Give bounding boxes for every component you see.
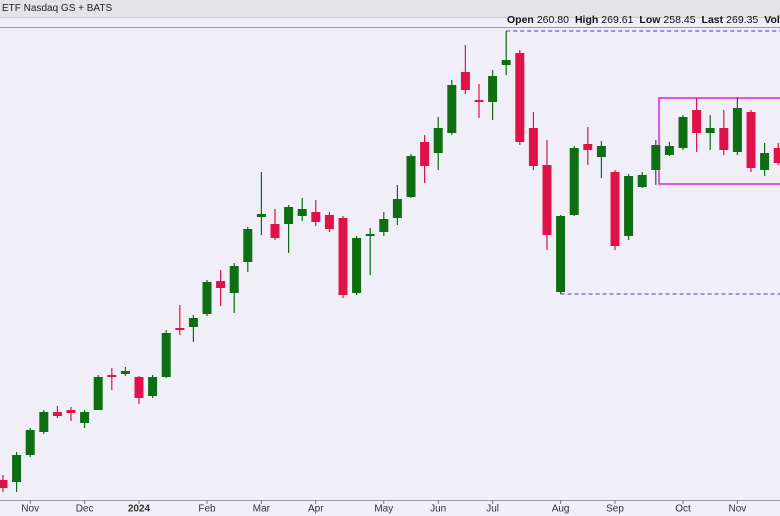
- x-tick-label: May: [374, 504, 393, 515]
- candle-body: [447, 85, 457, 133]
- candle-body: [148, 377, 158, 396]
- x-tick-label: Sep: [606, 504, 624, 515]
- candle-body: [52, 412, 62, 416]
- x-tick-label: Jun: [430, 504, 446, 515]
- candle-body: [528, 128, 538, 166]
- candle-body: [569, 148, 579, 215]
- quote-label: High: [574, 14, 599, 26]
- candle-body: [542, 165, 552, 235]
- candle-body: [0, 480, 8, 488]
- candle-body: [610, 172, 620, 246]
- candle-body: [624, 176, 634, 236]
- candle-body: [637, 175, 647, 187]
- candle-body: [692, 110, 702, 133]
- candle-body: [297, 209, 307, 216]
- candle-body: [474, 100, 484, 102]
- candle-body: [515, 53, 525, 142]
- candle-body: [66, 410, 76, 413]
- candle-body: [12, 455, 22, 482]
- x-tick-label: Nov: [21, 504, 39, 515]
- quote-value: 258.45: [663, 14, 696, 26]
- candle-body: [719, 128, 729, 150]
- candle-body: [80, 412, 90, 423]
- candle-body: [107, 375, 117, 377]
- candle-body: [324, 215, 334, 229]
- candle-body: [651, 145, 661, 170]
- x-tick-label: Nov: [729, 504, 747, 515]
- quote-label: Open: [507, 14, 534, 26]
- candle-body: [365, 234, 375, 236]
- candle-body: [406, 156, 416, 197]
- candle-body: [433, 128, 443, 153]
- x-tick-label: Dec: [76, 504, 94, 515]
- candle-body: [134, 377, 144, 398]
- candle-body: [256, 214, 266, 217]
- quote-value: 260.80: [536, 14, 569, 26]
- candle-body: [379, 219, 389, 232]
- candle-body: [311, 212, 321, 222]
- candle-body: [338, 218, 348, 295]
- candle-body: [583, 144, 593, 150]
- candle-body: [420, 142, 430, 166]
- candle-body: [188, 318, 198, 327]
- candle-body: [392, 199, 402, 218]
- x-tick-label: Aug: [552, 504, 570, 515]
- x-tick-label: Feb: [198, 504, 216, 515]
- quote-row: Open 260.80 High 269.61 Low 258.45 Last 269.35 V…: [507, 14, 780, 27]
- x-tick-label: Oct: [675, 504, 691, 515]
- candle-body: [488, 76, 498, 102]
- source: ETF Nasdaq GS + BATS: [2, 3, 113, 14]
- candle-body: [705, 128, 715, 133]
- quote-label: Last: [701, 14, 724, 26]
- quote-label: Low: [639, 14, 661, 26]
- candle-body: [678, 117, 688, 148]
- candle-body: [501, 60, 511, 65]
- candle-body: [161, 333, 171, 377]
- candle-body: [39, 412, 49, 432]
- range-box: [658, 97, 780, 185]
- x-tick-label: 2024: [128, 504, 151, 515]
- quote-value: 269.61: [601, 14, 634, 26]
- candle-body: [229, 266, 239, 293]
- candle-body: [773, 148, 780, 163]
- quote-value: 269.35: [726, 14, 759, 26]
- x-tick-label: Mar: [253, 504, 271, 515]
- candle-body: [284, 207, 294, 224]
- candle-body: [93, 377, 103, 410]
- candle-body: [120, 371, 130, 374]
- candle-body: [216, 281, 226, 288]
- candle-body: [243, 229, 253, 262]
- candle-body: [202, 282, 212, 314]
- candle-body: [732, 108, 742, 152]
- candle-body: [460, 72, 470, 90]
- header-bar: ETF Nasdaq GS + BATS: [0, 0, 780, 18]
- quote-label: Vol: [764, 14, 780, 26]
- candle-body: [270, 224, 280, 238]
- candle-body: [746, 112, 756, 168]
- candle-body: [596, 146, 606, 157]
- candle-body: [556, 216, 566, 292]
- candle-body: [760, 153, 770, 170]
- x-tick-label: Apr: [308, 504, 324, 515]
- x-tick-label: Jul: [486, 504, 499, 515]
- candle-body: [25, 430, 35, 455]
- candle-body: [664, 146, 674, 155]
- candle-body: [352, 238, 362, 293]
- candle-body: [175, 328, 185, 330]
